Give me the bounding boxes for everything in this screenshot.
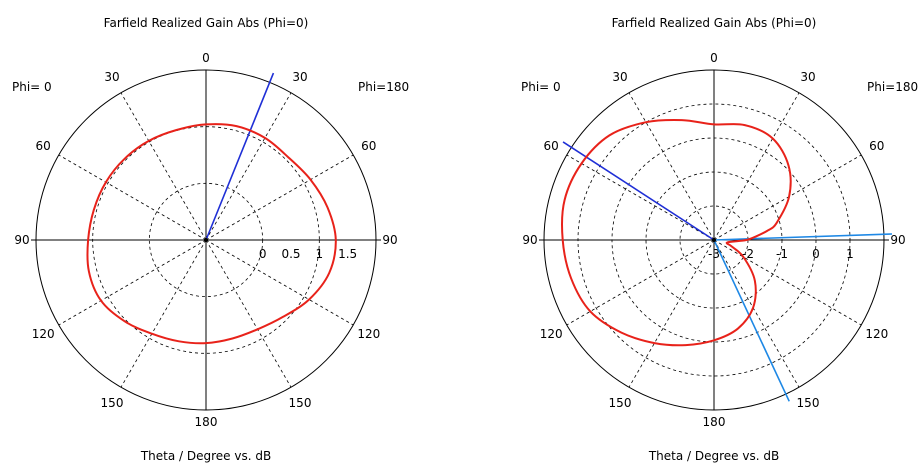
chart-title: Farfield Realized Gain Abs (Phi=0) [104, 16, 309, 30]
angle-label: 120 [357, 327, 380, 341]
angle-label: 120 [865, 327, 888, 341]
phi-right-label: Phi=180 [358, 80, 409, 94]
angle-label: 90 [382, 233, 397, 247]
axis-label: Theta / Degree vs. dB [140, 449, 271, 463]
radial-tick-label: -1 [776, 247, 788, 261]
radial-tick-label: 1 [846, 247, 854, 261]
main-lobe-line [562, 141, 715, 241]
angle-label: 150 [797, 396, 820, 410]
polar-grid-spoke [205, 154, 354, 241]
angle-label: 150 [609, 396, 632, 410]
polar-grid-spoke [566, 154, 715, 241]
radial-tick-label: 1 [316, 247, 324, 261]
angle-label: 180 [195, 415, 218, 429]
radial-tick-label: 0 [812, 247, 820, 261]
polar-grid-spoke [205, 239, 354, 326]
radial-tick-label: -3 [708, 247, 720, 261]
angle-label: 180 [703, 415, 726, 429]
polar-grid-spoke [628, 92, 715, 241]
radial-tick-label: 0 [259, 247, 267, 261]
angle-label: 60 [869, 139, 884, 153]
angle-label: 60 [361, 139, 376, 153]
phi-left-label: Phi= 0 [12, 80, 52, 94]
gain-curve [560, 118, 792, 347]
polar-grid-spoke [58, 154, 207, 241]
polar-grid-spoke [205, 92, 292, 241]
axis-label: Theta / Degree vs. dB [648, 449, 779, 463]
polar-grid-spoke [120, 92, 207, 241]
polar-center [712, 238, 716, 242]
angle-label: 120 [540, 327, 563, 341]
angle-label: 30 [104, 70, 119, 84]
radial-tick-label: -2 [742, 247, 754, 261]
polar-grid-spoke [713, 239, 800, 388]
angle-label: 120 [32, 327, 55, 341]
angle-label: 60 [36, 139, 51, 153]
angle-label: 30 [612, 70, 627, 84]
angle-label: 0 [710, 51, 718, 65]
radial-tick-label: 1.5 [338, 247, 357, 261]
polar-grid-spoke [58, 239, 207, 326]
polar-plot-svg: Farfield Realized Gain Abs (Phi=0) 0 30 60… [521, 16, 918, 463]
angle-label: 150 [289, 396, 312, 410]
polar-grid-spoke [120, 239, 207, 388]
angle-label: 90 [14, 233, 29, 247]
polar-chart-left: Farfield Realized Gain Abs (Phi=0) 0 30 60… [12, 16, 409, 463]
phi-left-label: Phi= 0 [521, 80, 561, 94]
accent-line [713, 239, 790, 402]
phi-right-label: Phi=180 [867, 80, 918, 94]
polar-plot-svg: Farfield Realized Gain Abs (Phi=0) 0 30 60… [12, 16, 409, 463]
angle-label: 30 [800, 70, 815, 84]
radial-tick-label: 0.5 [281, 247, 300, 261]
polar-grid-spoke [628, 239, 715, 388]
polar-grid-spoke [205, 239, 292, 388]
angle-label: 90 [522, 233, 537, 247]
chart-title: Farfield Realized Gain Abs (Phi=0) [612, 16, 817, 30]
angle-label: 60 [544, 139, 559, 153]
polar-grid-spoke [713, 154, 862, 241]
polar-grid-spoke [566, 239, 715, 326]
gain-curve [86, 123, 337, 345]
polar-chart-right: Farfield Realized Gain Abs (Phi=0) 0 30 60… [459, 0, 919, 466]
polar-center [204, 238, 208, 242]
angle-label: 150 [101, 396, 124, 410]
polar-grid-spoke [713, 239, 862, 326]
accent-line [713, 233, 893, 241]
main-lobe-line [205, 72, 275, 241]
angle-label: 30 [292, 70, 307, 84]
angle-label: 0 [202, 51, 210, 65]
angle-label: 90 [890, 233, 905, 247]
polar-grid-spoke [713, 92, 800, 241]
